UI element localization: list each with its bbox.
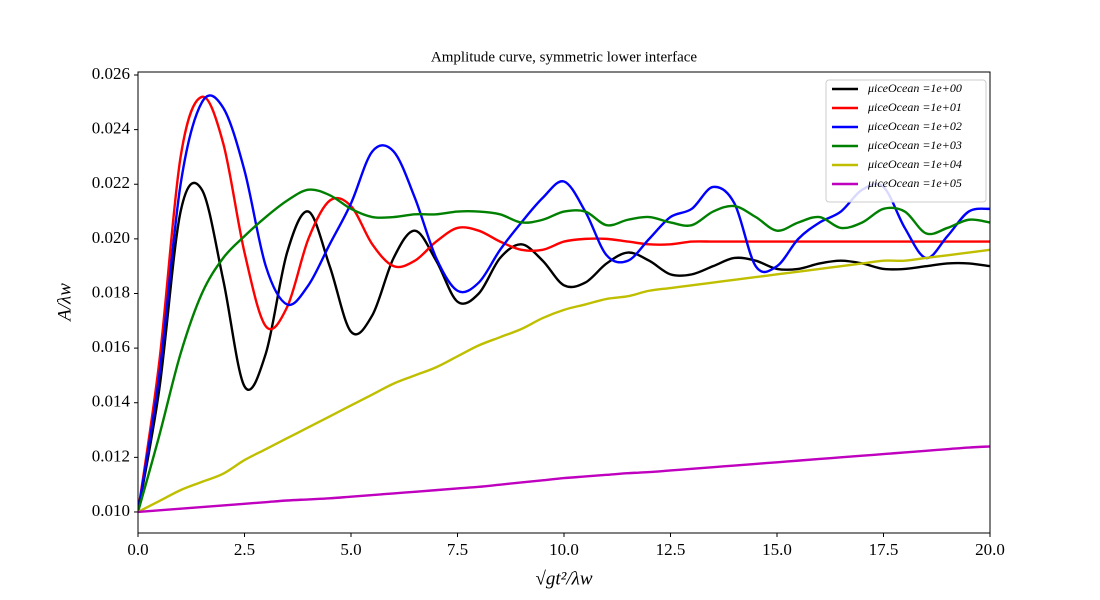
x-tick-label: 7.5 [447,540,468,559]
x-axis-label: √gt²/λw [535,568,592,589]
x-tick-label: 0.0 [127,540,148,559]
series-line [138,94,990,513]
y-tick-label: 0.018 [92,282,130,301]
series-line [138,445,990,514]
y-tick-label: 0.024 [92,119,131,138]
x-tick-label: 10.0 [549,540,579,559]
series-line [138,181,990,513]
series-line [138,188,990,513]
x-tick-label: 5.0 [340,540,361,559]
x-tick-label: 15.0 [762,540,792,559]
plot-frame [137,71,991,534]
legend-label: μiceOcean =1e+00 [867,81,962,95]
x-tick-label: 17.5 [869,540,899,559]
series-line [138,95,990,513]
x-tick-label: 12.5 [656,540,686,559]
y-tick-label: 0.012 [92,446,130,465]
legend-label: μiceOcean =1e+04 [867,157,962,171]
legend-label: μiceOcean =1e+03 [867,138,962,152]
y-tick-label: 0.026 [92,64,130,83]
y-tick-label: 0.022 [92,173,130,192]
y-tick-label: 0.014 [92,392,131,411]
chart-title: Amplitude curve, symmetric lower interfa… [431,49,697,65]
legend-label: μiceOcean =1e+02 [867,119,962,133]
y-tick-label: 0.016 [92,337,130,356]
x-tick-label: 2.5 [234,540,255,559]
y-axis-label: A/λw [54,283,75,323]
legend-box [825,79,987,203]
y-tick-label: 0.020 [92,228,130,247]
x-tick-label: 20.0 [975,540,1005,559]
legend-label: μiceOcean =1e+01 [867,100,962,114]
legend-label: μiceOcean =1e+05 [867,176,962,190]
series-line [138,248,990,514]
y-tick-label: 0.010 [92,501,130,520]
